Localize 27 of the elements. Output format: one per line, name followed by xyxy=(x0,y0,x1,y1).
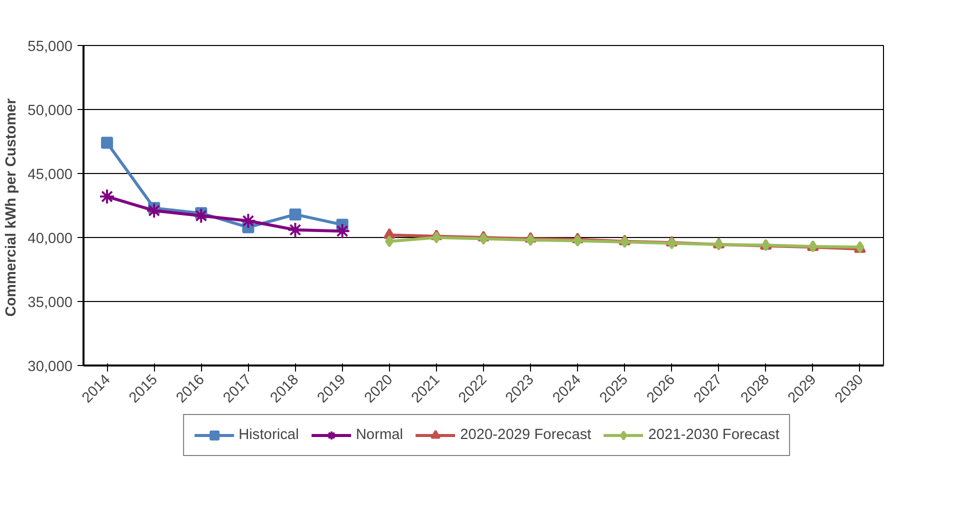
point xyxy=(385,235,394,248)
point xyxy=(432,232,441,244)
point xyxy=(193,208,210,224)
y-tick-label: 45,000 xyxy=(28,167,72,183)
legend-label: 2020-2029 Forecast xyxy=(460,427,592,443)
point xyxy=(101,136,114,149)
legend-label: Normal xyxy=(356,427,404,443)
y-tick-label: 55,000 xyxy=(28,39,72,55)
legend-label: 2021-2030 Forecast xyxy=(648,427,780,443)
point xyxy=(99,188,116,205)
point xyxy=(620,236,630,248)
point xyxy=(526,234,535,246)
y-tick-label: 40,000 xyxy=(28,231,72,247)
y-axis-title: Commercial kWh per Customer xyxy=(4,98,20,317)
point xyxy=(289,208,302,220)
point xyxy=(146,202,162,219)
legend-label: Historical xyxy=(238,427,299,443)
point xyxy=(287,222,304,238)
point xyxy=(479,232,488,245)
point xyxy=(667,237,676,250)
point xyxy=(573,234,582,247)
y-tick-label: 50,000 xyxy=(28,103,72,119)
y-tick-label: 35,000 xyxy=(28,295,72,311)
point xyxy=(334,223,350,240)
point xyxy=(714,238,724,251)
point xyxy=(240,212,256,229)
y-tick-label: 30,000 xyxy=(28,359,72,375)
